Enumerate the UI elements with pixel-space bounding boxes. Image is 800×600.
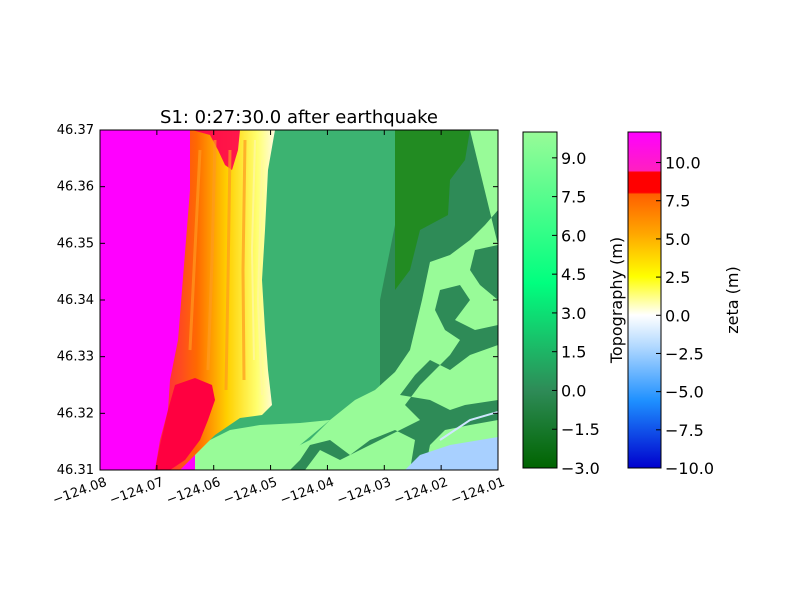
y-tick-label: 46.36 bbox=[57, 180, 94, 195]
plot-area bbox=[100, 130, 498, 470]
colorbar-tick-label: 7.5 bbox=[561, 188, 586, 207]
colorbar-tick-label: −1.5 bbox=[561, 420, 600, 439]
x-tick-label: −124.04 bbox=[278, 475, 336, 508]
colorbar-tick-label: 2.5 bbox=[665, 268, 690, 287]
river-valley bbox=[395, 130, 470, 290]
colorbar-tick-label: −2.5 bbox=[665, 344, 704, 363]
x-tick-label: −124.08 bbox=[51, 475, 109, 508]
x-tick-label: −124.01 bbox=[449, 475, 507, 508]
y-tick-label: 46.37 bbox=[57, 123, 94, 138]
colorbar-tick-label: 6.0 bbox=[561, 226, 586, 245]
zeta-colorbar-label: zeta (m) bbox=[723, 266, 742, 333]
topography-colorbar bbox=[522, 131, 558, 469]
x-tick-label: −124.05 bbox=[221, 475, 279, 508]
colorbar-tick-label: 9.0 bbox=[561, 149, 586, 168]
colorbar-tick-label: 10.0 bbox=[665, 154, 701, 173]
colorbar-tick-label: −3.0 bbox=[561, 459, 600, 478]
wave-streaks bbox=[188, 139, 247, 391]
south-shore-land bbox=[180, 420, 330, 470]
wave-streaks-light bbox=[250, 139, 263, 396]
wave-crest bbox=[192, 130, 240, 170]
bay-channel bbox=[439, 411, 498, 441]
zeta-colorbar-ticks: 10.0 7.5 5.0 2.5 0.0 −2.5 −5.0 −7.5 −10.0 bbox=[656, 154, 714, 478]
inland-channels bbox=[290, 285, 498, 470]
x-tick-label: −124.02 bbox=[392, 475, 450, 508]
y-tick-label: 46.33 bbox=[57, 350, 94, 365]
y-tick-label: 46.34 bbox=[57, 293, 94, 308]
colorbar-tick-label: 0.0 bbox=[665, 306, 690, 325]
topography-colorbar-ticks: 9.0 7.5 6.0 4.5 3.0 1.5 0.0 −1.5 −3.0 bbox=[552, 149, 600, 478]
zeta-colorbar bbox=[627, 131, 662, 469]
colorbar-tick-label: −5.0 bbox=[665, 383, 704, 402]
x-tick-label: −124.06 bbox=[164, 475, 222, 508]
y-tick-label: 46.31 bbox=[57, 463, 94, 478]
x-tick-label: −124.07 bbox=[108, 475, 166, 508]
colorbar-tick-label: −7.5 bbox=[665, 421, 704, 440]
colorbar-tick-label: 3.0 bbox=[561, 304, 586, 323]
inundation-zone bbox=[155, 378, 215, 470]
colorbar-tick-label: 5.0 bbox=[665, 230, 690, 249]
y-tick-label: 46.32 bbox=[57, 406, 94, 421]
bay-water bbox=[405, 437, 498, 470]
x-tick-label: −124.03 bbox=[335, 475, 393, 508]
colorbar-tick-label: 7.5 bbox=[665, 192, 690, 211]
east-upland bbox=[265, 130, 498, 470]
colorbar-tick-label: 4.5 bbox=[561, 265, 586, 284]
colorbar-tick-label: −10.0 bbox=[665, 459, 714, 478]
colorbar-tick-label: 0.0 bbox=[561, 381, 586, 400]
y-tick-label: 46.35 bbox=[57, 236, 94, 251]
colorbar-tick-label: 1.5 bbox=[561, 343, 586, 362]
topography-colorbar-label: Topography (m) bbox=[607, 237, 626, 364]
y-axis: 46.37 46.36 46.35 46.34 46.33 46.32 46.31 bbox=[57, 123, 498, 478]
chart-title: S1: 0:27:30.0 after earthquake bbox=[160, 107, 438, 128]
